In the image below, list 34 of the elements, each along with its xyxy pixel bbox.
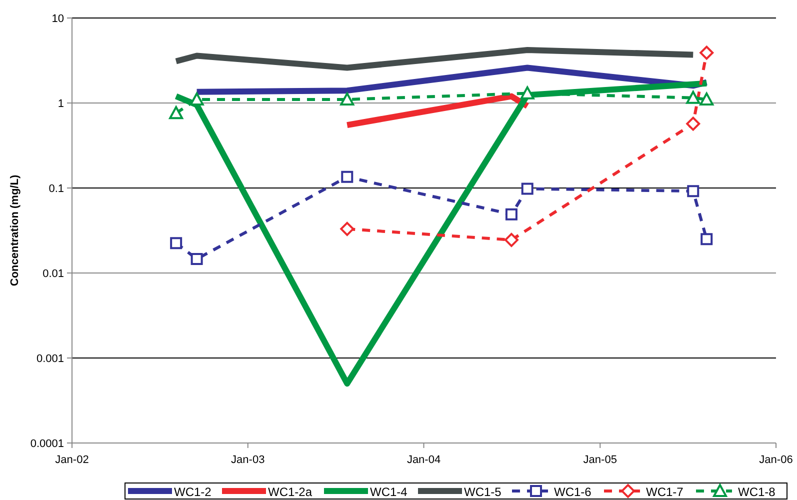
y-tick-label: 0.01 (42, 268, 64, 280)
legend-label: WC1-2a (268, 485, 312, 499)
y-tick-label: 1 (58, 98, 64, 110)
y-tick-label: 0.1 (48, 183, 64, 195)
point (169, 106, 184, 120)
y-tick-label: 10 (52, 13, 64, 25)
legend-label: WC1-5 (464, 485, 502, 499)
point (340, 92, 354, 106)
x-tick-label: Jan-06 (759, 454, 793, 466)
x-tick-label: Jan-03 (231, 454, 265, 466)
point (700, 46, 714, 60)
point (341, 170, 354, 183)
point (340, 222, 354, 236)
point (505, 208, 518, 220)
legend-label: WC1-2 (174, 485, 212, 499)
x-tick-label: Jan-05 (583, 454, 617, 466)
point (700, 233, 713, 246)
point (687, 185, 700, 198)
point (170, 237, 182, 250)
legend-label: WC1-6 (554, 485, 592, 499)
point (686, 116, 700, 131)
legend-label: WC1-8 (738, 485, 776, 499)
legend-label: WC1-4 (370, 485, 408, 499)
y-axis-title: Concentration (mg/L) (9, 174, 21, 286)
point (521, 182, 534, 195)
y-tick-label: 0.001 (36, 353, 64, 365)
point (700, 92, 714, 106)
point (686, 90, 700, 104)
y-tick-label: 0.0001 (30, 438, 64, 450)
x-tick-label: Jan-04 (406, 454, 441, 466)
legend-label: WC1-7 (646, 485, 684, 499)
point (504, 232, 518, 247)
x-tick-label: Jan-02 (55, 454, 89, 466)
point (190, 253, 203, 266)
